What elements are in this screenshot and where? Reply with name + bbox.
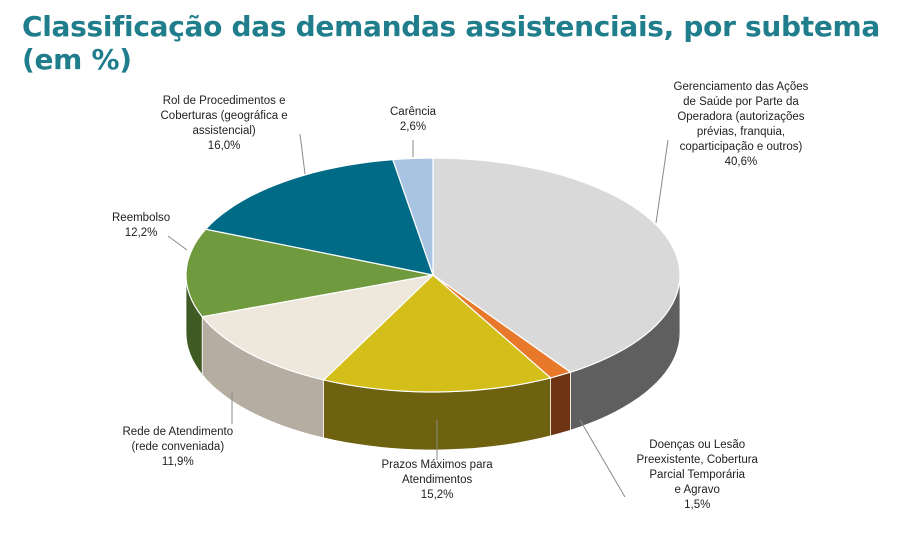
slice-label-line: Reembolso <box>112 212 171 224</box>
leader-lines <box>167 133 669 498</box>
pie-slice-2 <box>322 274 552 393</box>
slice-value-label: 16,0% <box>207 140 241 152</box>
slice-label-line: Gerenciamento das Ações <box>673 81 809 93</box>
pie-tops <box>185 157 681 393</box>
slice-label-line: Carência <box>390 106 437 118</box>
slice-label-line: Operadora (autorizações <box>677 111 805 123</box>
slice-label-line: prévias, franquia, <box>696 126 786 138</box>
slice-label-line: coparticipação e outros) <box>679 141 803 153</box>
leader-line-4 <box>167 235 188 251</box>
slice-label-line: (rede conveniada) <box>131 441 225 453</box>
slice-label-line: Doenças ou Lesão <box>649 439 746 451</box>
slice-value-label: 40,6% <box>724 156 758 168</box>
slice-label-4: Reembolso 12,2% <box>112 211 170 241</box>
leader-line-1 <box>579 419 626 498</box>
slice-value-label: 2,6% <box>399 121 427 133</box>
slice-label-5: Rol de Procedimentos e Coberturas (geográ… <box>161 94 288 154</box>
leader-line-0 <box>655 139 669 224</box>
slice-value-label: 12,2% <box>124 227 158 239</box>
slice-label-line: Rol de Procedimentos e <box>162 95 286 107</box>
slice-label-2: Prazos Máximos para Atendimentos 15,2% <box>382 458 493 503</box>
slice-label-line: Rede de Atendimento <box>122 426 234 438</box>
leader-line-5 <box>299 133 306 175</box>
slice-label-1: Doenças ou Lesão Preexistente, Cobertura P… <box>637 438 758 513</box>
pie-slice-6 <box>391 157 434 276</box>
slice-label-line: assistencial) <box>192 125 256 137</box>
slice-label-0: Gerenciamento das Ações de Saúde por Part… <box>674 80 809 170</box>
chart-title: Classificação das demandas assistenciais… <box>22 10 881 76</box>
slice-label-3: Rede de Atendimento (rede conveniada) 11,9… <box>123 425 234 470</box>
slice-label-line: de Saúde por Parte da <box>683 96 799 108</box>
slice-value-label: 15,2% <box>420 489 454 501</box>
slice-label-line: e Agravo <box>674 484 720 496</box>
slice-label-line: Preexistente, Cobertura <box>636 454 758 466</box>
slice-label-6: Carência 2,6% <box>390 105 436 135</box>
slice-label-line: Atendimentos <box>401 474 473 486</box>
slice-label-line: Coberturas (geográfica e <box>160 110 288 122</box>
pie-slice-5 <box>204 158 434 276</box>
pie-slice-4 <box>185 228 434 318</box>
pie-slice-3 <box>201 274 435 381</box>
slice-value-label: 1,5% <box>684 499 711 511</box>
slice-label-line: Parcial Temporária <box>649 469 746 481</box>
pie-side-1 <box>550 371 571 437</box>
pie-sides <box>185 274 681 451</box>
slice-label-line: Prazos Máximos para <box>381 459 493 471</box>
slice-value-label: 11,9% <box>161 456 194 468</box>
